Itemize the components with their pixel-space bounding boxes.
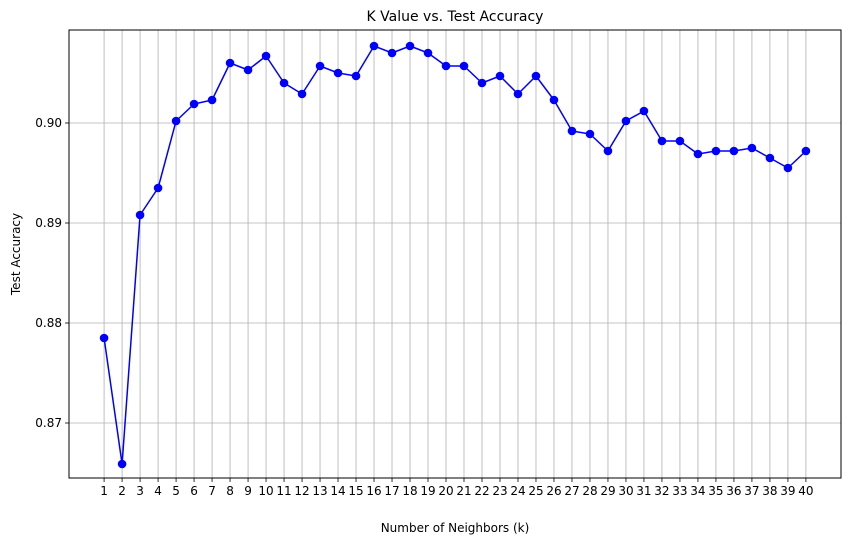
x-tick-label: 9 (244, 484, 252, 498)
data-point (801, 146, 811, 156)
x-tick-label: 4 (154, 484, 162, 498)
x-tick-label: 3 (136, 484, 144, 498)
x-tick-label: 28 (582, 484, 597, 498)
x-tick-label: 7 (208, 484, 216, 498)
x-tick-label: 20 (438, 484, 453, 498)
data-point (117, 459, 127, 469)
data-point (513, 89, 523, 99)
x-tick-label: 32 (654, 484, 669, 498)
series-line (103, 45, 807, 465)
x-tick-label: 24 (510, 484, 525, 498)
data-point (441, 61, 451, 71)
x-tick-label: 38 (762, 484, 777, 498)
x-tick-label: 21 (456, 484, 471, 498)
data-point (279, 78, 289, 88)
data-point (459, 61, 469, 71)
x-tick-label: 36 (726, 484, 741, 498)
data-point (207, 95, 217, 105)
x-tick-label: 18 (402, 484, 417, 498)
x-tick-label: 2 (118, 484, 126, 498)
x-tick-label: 11 (276, 484, 291, 498)
data-point (135, 210, 145, 220)
x-tick-label: 19 (420, 484, 435, 498)
data-point (225, 58, 235, 68)
data-point (99, 333, 109, 343)
data-point (729, 146, 739, 156)
y-axis-label: Test Accuracy (9, 213, 23, 296)
x-tick-label: 6 (190, 484, 198, 498)
chart-title: K Value vs. Test Accuracy (367, 9, 544, 25)
data-point (765, 153, 775, 163)
x-tick-label: 30 (618, 484, 633, 498)
data-point (531, 71, 541, 81)
data-point (585, 129, 595, 139)
data-point (567, 126, 577, 136)
data-point (243, 65, 253, 75)
plot-frame (68, 29, 842, 479)
x-tick-label: 35 (708, 484, 723, 498)
data-point (675, 136, 685, 146)
data-point (621, 116, 631, 126)
x-tick-label: 14 (330, 484, 345, 498)
y-tick-label: 0.89 (35, 216, 62, 230)
x-tick-label: 34 (690, 484, 705, 498)
y-tick-label: 0.88 (35, 316, 62, 330)
x-tick-label: 33 (672, 484, 687, 498)
x-tick-label: 23 (492, 484, 507, 498)
axes: 1 2 3 4 5 6 7 8 9 10 11 12 13 14 15 16 17 18 19 20 21 22 23 24 2… (35, 116, 813, 498)
data-point (603, 146, 613, 156)
x-tick-label: 39 (780, 484, 795, 498)
x-tick-label: 16 (366, 484, 381, 498)
x-tick-label: 40 (798, 484, 813, 498)
data-point (657, 136, 667, 146)
x-axis-label: Number of Neighbors (k) (381, 521, 530, 535)
y-tick-label: 0.87 (35, 416, 62, 430)
x-tick-label: 1 (100, 484, 108, 498)
data-point (693, 149, 703, 159)
data-point (369, 41, 379, 51)
data-point (747, 143, 757, 153)
x-tick-label: 27 (564, 484, 579, 498)
x-tick-label: 17 (384, 484, 399, 498)
x-tick-label: 8 (226, 484, 234, 498)
data-point (315, 61, 325, 71)
x-tick-label: 29 (600, 484, 615, 498)
data-point (711, 146, 721, 156)
x-tick-label: 12 (294, 484, 309, 498)
x-tick-label: 22 (474, 484, 489, 498)
y-tick-label: 0.90 (35, 116, 62, 130)
data-point (549, 95, 559, 105)
data-point (333, 68, 343, 78)
x-tick-label: 10 (258, 484, 273, 498)
data-point (639, 106, 649, 116)
x-tick-label: 25 (528, 484, 543, 498)
x-tick-label: 26 (546, 484, 561, 498)
data-point (495, 71, 505, 81)
x-tick-label: 37 (744, 484, 759, 498)
data-point (783, 163, 793, 173)
data-point (423, 48, 433, 58)
data-point (351, 71, 361, 81)
data-point (405, 41, 415, 51)
data-point (171, 116, 181, 126)
data-point (261, 51, 271, 61)
data-point (387, 48, 397, 58)
data-point (297, 89, 307, 99)
series (99, 41, 811, 469)
x-tick-label: 15 (348, 484, 363, 498)
data-point (189, 99, 199, 109)
x-tick-label: 13 (312, 484, 327, 498)
x-tick-label: 31 (636, 484, 651, 498)
x-tick-label: 5 (172, 484, 180, 498)
data-point (477, 78, 487, 88)
data-point (153, 183, 163, 193)
